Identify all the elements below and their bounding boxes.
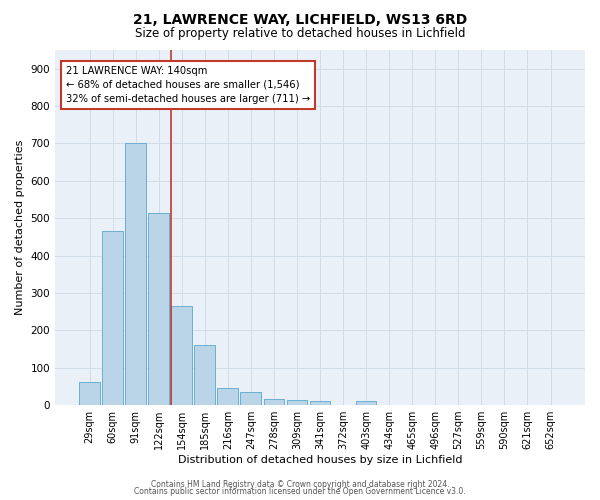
Text: Contains public sector information licensed under the Open Government Licence v3: Contains public sector information licen… [134, 487, 466, 496]
Bar [125, 144, 146, 405]
Bar [356, 402, 376, 405]
Bar [241, 392, 261, 405]
Bar [217, 388, 238, 405]
Bar [102, 231, 123, 405]
Bar [263, 398, 284, 405]
Bar [172, 306, 192, 405]
Bar [194, 346, 215, 405]
Y-axis label: Number of detached properties: Number of detached properties [15, 140, 25, 315]
Text: Contains HM Land Registry data © Crown copyright and database right 2024.: Contains HM Land Registry data © Crown c… [151, 480, 449, 489]
Bar [310, 402, 331, 405]
Text: 21 LAWRENCE WAY: 140sqm
← 68% of detached houses are smaller (1,546)
32% of semi: 21 LAWRENCE WAY: 140sqm ← 68% of detache… [65, 66, 310, 104]
Bar [79, 382, 100, 405]
Bar [148, 213, 169, 405]
X-axis label: Distribution of detached houses by size in Lichfield: Distribution of detached houses by size … [178, 455, 462, 465]
Text: Size of property relative to detached houses in Lichfield: Size of property relative to detached ho… [135, 28, 465, 40]
Text: 21, LAWRENCE WAY, LICHFIELD, WS13 6RD: 21, LAWRENCE WAY, LICHFIELD, WS13 6RD [133, 12, 467, 26]
Bar [287, 400, 307, 405]
